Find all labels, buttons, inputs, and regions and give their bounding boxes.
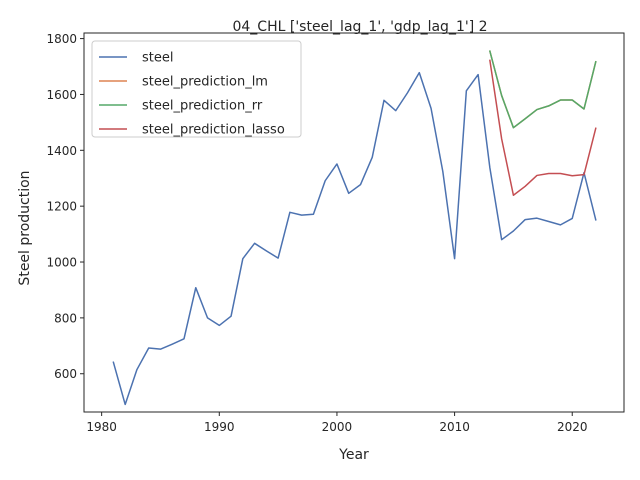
x-tick-label: 2010 bbox=[439, 420, 470, 434]
legend-label: steel_prediction_lasso bbox=[142, 123, 285, 138]
plot-frame bbox=[83, 32, 625, 413]
series-line-steel-prediction-lasso bbox=[489, 59, 597, 197]
y-tick-label: 1400 bbox=[46, 144, 77, 158]
x-tick-label: 1980 bbox=[86, 420, 117, 434]
y-tick-label: 1000 bbox=[46, 256, 77, 270]
y-tick-label: 800 bbox=[54, 311, 77, 325]
x-axis: 1980 1990 2000 2010 2020 bbox=[86, 412, 588, 434]
series-line-steel bbox=[112, 71, 597, 406]
x-axis-label: Year bbox=[338, 447, 369, 463]
series-layer bbox=[112, 50, 597, 406]
legend-label: steel_prediction_lm bbox=[142, 75, 268, 90]
y-axis: 600 800 1000 1200 1400 1600 1800 bbox=[46, 32, 84, 381]
x-tick-label: 2020 bbox=[557, 420, 588, 434]
y-tick-label: 1800 bbox=[46, 32, 77, 46]
legend-label: steel_prediction_rr bbox=[142, 99, 263, 114]
x-tick-label: 2000 bbox=[322, 420, 353, 434]
legend: steel steel_prediction_lm steel_prediction… bbox=[91, 40, 302, 138]
y-tick-label: 1600 bbox=[46, 88, 77, 102]
series-line-steel-prediction-rr bbox=[488, 50, 597, 129]
legend-label: steel bbox=[142, 51, 173, 66]
y-axis-label: Steel production bbox=[17, 170, 33, 285]
series-line-steel-prediction-lm bbox=[488, 50, 597, 129]
x-tick-label: 1990 bbox=[204, 420, 235, 434]
chart-title: 04_CHL ['steel_lag_1', 'gdp_lag_1'] 2 bbox=[232, 19, 487, 35]
y-tick-label: 1200 bbox=[46, 200, 77, 214]
plot-area bbox=[83, 32, 625, 413]
legend-entries: steel steel_prediction_lm steel_prediction… bbox=[99, 51, 285, 138]
y-tick-label: 600 bbox=[54, 367, 77, 381]
legend-box bbox=[91, 40, 302, 138]
